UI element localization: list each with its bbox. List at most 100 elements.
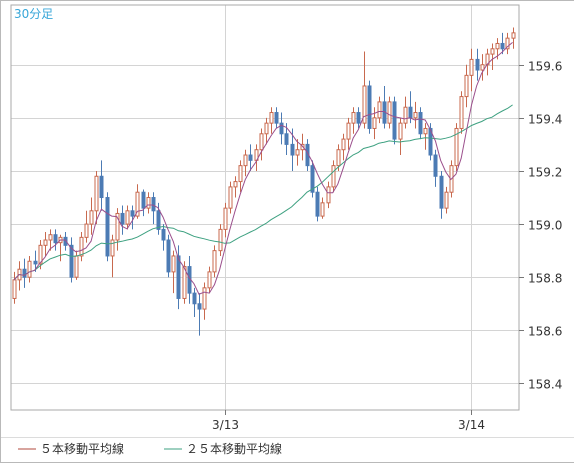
x-axis-ticks: 3/13 3/14 [212,410,485,432]
candle-up [79,232,84,262]
candle-body [372,117,377,129]
candle-body [182,266,187,299]
candle-body [27,260,32,278]
candle-body [33,260,38,265]
candle-up [48,229,53,251]
candle-down [310,160,315,198]
candle-up [146,192,151,214]
candle-up [89,197,94,235]
candle-body [89,210,94,225]
candle-body [218,228,223,252]
candle-down [274,107,279,129]
candle-body [336,149,341,167]
candle-body [284,133,289,145]
candle-body [398,122,403,140]
candle-body [146,197,151,209]
candle-up [115,208,120,251]
candle-up [469,48,474,92]
candle-body [459,96,464,129]
candle-up [202,282,207,320]
candle-down [141,189,146,217]
candle-up [459,91,464,134]
candle-down [130,205,135,230]
candle-body [274,112,279,124]
candle-body [120,212,125,225]
candle-body [135,191,140,217]
candle-up [362,51,367,129]
timeframe-label: 30分足 [14,7,53,21]
candle-down [166,234,171,278]
candle-body [320,202,325,217]
candle-up [413,101,418,129]
candle-down [69,237,74,283]
candle-down [99,160,104,211]
candle-down [22,258,27,288]
candle-up [464,64,469,108]
candle-body [418,112,423,135]
candle-up [505,32,510,55]
candle-up [125,205,130,230]
candle-body [192,292,197,305]
candle-body [403,106,408,124]
candle-up [372,107,377,140]
legend: ５本移動平均線 ２５本移動平均線 [1,437,574,456]
y-tick-label: 159.2 [528,166,562,180]
candle-up [43,232,48,256]
candle-body [454,127,459,167]
candle-up [259,128,264,161]
candle-up [74,250,79,280]
candle-up [454,123,459,171]
candle-up [238,160,243,193]
candle-body [233,181,238,188]
candle-body [12,279,17,299]
candle-body [480,64,485,71]
candle-body [259,133,264,151]
candle-down [392,96,397,145]
candle-body [202,287,207,310]
candle-body [439,175,444,209]
candle-body [176,255,181,299]
candle-up [490,43,495,71]
candle-down [433,149,438,187]
candle-body [428,127,433,156]
candle-up [444,186,449,214]
ma25-line [13,104,513,281]
candle-body [63,236,68,246]
candle-body [279,122,284,135]
candle-body [495,42,500,50]
candle-up [377,96,382,124]
candles-group [12,27,516,336]
candle-body [264,122,269,135]
y-tick-label: 159.0 [528,219,562,233]
candle-body [310,165,315,193]
candle-down [279,112,284,145]
candle-body [74,255,79,278]
candle-up [269,107,274,134]
candle-body [43,239,48,246]
y-tick-label: 159.4 [528,113,562,127]
candle-up [485,48,490,76]
candle-body [171,255,176,273]
candle-body [38,244,43,265]
y-tick-label: 159.6 [528,60,562,74]
candle-body [377,101,382,119]
candle-up [341,133,346,161]
candle-body [490,48,495,55]
candle-body [212,250,217,273]
candle-body [341,138,346,151]
candle-down [176,245,181,310]
candle-body [248,154,253,161]
candle-down [315,186,320,222]
candle-down [197,293,202,336]
candle-body [362,85,367,124]
plot-area-border [10,4,520,411]
candle-body [511,32,516,39]
candle-body [351,112,356,124]
candle-up [403,96,408,129]
candle-up [320,197,325,219]
y-tick-label: 158.4 [528,378,562,392]
candle-up [254,144,259,171]
candle-body [444,191,449,209]
candle-body [84,223,89,238]
legend-ma25-label: ２５本移動平均線 [186,441,282,456]
